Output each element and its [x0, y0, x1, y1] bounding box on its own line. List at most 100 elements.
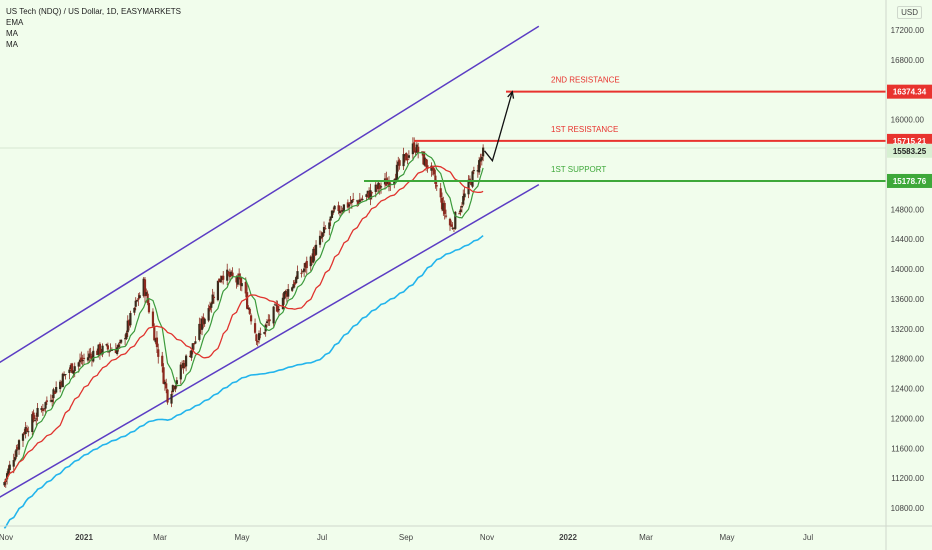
- candle-body: [16, 447, 19, 449]
- indicator-ema-label[interactable]: EMA: [6, 18, 24, 27]
- candle-body: [190, 350, 193, 358]
- candle-body: [127, 320, 131, 326]
- candle-body: [328, 222, 331, 229]
- candle-body: [202, 317, 205, 325]
- candle-body: [313, 249, 316, 256]
- candle-body: [135, 300, 139, 302]
- candle-body: [248, 308, 251, 314]
- candle-body: [476, 170, 479, 172]
- candle-body: [78, 359, 82, 363]
- candle-body: [88, 353, 91, 358]
- candle-body: [92, 350, 95, 362]
- candle-body: [444, 215, 448, 217]
- candle-body: [402, 154, 405, 167]
- candle-body: [61, 373, 64, 388]
- candle-body: [161, 355, 164, 367]
- candle-body: [398, 160, 401, 166]
- level-label-1: 2ND RESISTANCE: [551, 76, 620, 85]
- candle-body: [332, 210, 335, 213]
- candle-body: [267, 320, 270, 322]
- candle-body: [138, 295, 141, 299]
- candle-body: [304, 262, 307, 268]
- ema-line: [3, 151, 484, 483]
- candle-body: [98, 343, 102, 355]
- candle-body: [183, 363, 186, 368]
- candle-body: [338, 210, 342, 214]
- channel-lower-line: [0, 183, 540, 498]
- candle-body: [468, 178, 471, 180]
- symbol-title[interactable]: US Tech (NDQ) / US Dollar, 1D, EASYMARKE…: [6, 7, 182, 16]
- candle-body: [357, 201, 360, 204]
- candle-body: [340, 210, 343, 212]
- candle-body: [63, 374, 66, 376]
- candle-body: [478, 160, 481, 173]
- candle-body: [257, 333, 261, 341]
- candle-body: [312, 248, 315, 263]
- price-tick-label: 13200.00: [891, 325, 925, 334]
- candle-body: [211, 294, 214, 304]
- candle-body: [459, 209, 462, 213]
- price-tick-label: 12800.00: [891, 355, 925, 364]
- candle-body: [305, 260, 308, 269]
- candle-body: [349, 202, 352, 204]
- candle-body: [387, 181, 391, 187]
- candle-body: [360, 199, 363, 201]
- candle-body: [405, 152, 408, 161]
- candle-body: [394, 178, 397, 181]
- candle-body: [417, 146, 420, 153]
- indicator-ma-label[interactable]: MA: [6, 29, 18, 38]
- candle-body: [452, 227, 456, 229]
- price-tick-label: 14000.00: [891, 265, 925, 274]
- candle-body: [219, 279, 222, 282]
- price-tick-label: 16800.00: [891, 56, 925, 65]
- candle-body: [482, 147, 485, 157]
- candle-body: [350, 200, 353, 203]
- candle-body: [295, 277, 298, 283]
- level-label-2: 1ST RESISTANCE: [551, 125, 618, 134]
- candle-body: [81, 360, 84, 362]
- candle-body: [25, 428, 29, 432]
- candle-body: [263, 332, 266, 334]
- candle-body: [59, 381, 62, 390]
- currency-button[interactable]: USD: [897, 6, 922, 19]
- projection-path: [483, 91, 513, 163]
- candle-body: [246, 292, 249, 309]
- candle-body: [320, 237, 323, 239]
- candle-body: [13, 457, 17, 461]
- candle-body: [80, 357, 83, 362]
- candle-body: [434, 175, 437, 184]
- candle-body: [200, 318, 204, 330]
- candle-body: [35, 418, 38, 420]
- candle-body: [439, 188, 442, 198]
- candle-body: [366, 190, 369, 194]
- indicator-ma2-label[interactable]: MA: [6, 40, 18, 49]
- candle-body: [228, 272, 231, 278]
- time-tick-label: Jul: [803, 533, 813, 542]
- candle-body: [393, 179, 396, 185]
- candle-body: [165, 383, 168, 389]
- candle-body: [385, 178, 388, 186]
- candle-body: [147, 303, 151, 313]
- candle-body: [227, 271, 230, 274]
- candle-body: [145, 292, 148, 296]
- price-tick-label: 13600.00: [891, 295, 925, 304]
- candle-body: [126, 320, 129, 333]
- plot-area: [0, 0, 886, 526]
- candle-body: [321, 232, 324, 237]
- candle-body: [179, 364, 182, 380]
- candle-body: [395, 164, 399, 181]
- candle-body: [239, 277, 242, 286]
- candle-body: [253, 323, 257, 333]
- candle-body: [96, 350, 99, 355]
- candle-body: [64, 374, 67, 376]
- price-tick-label: 16000.00: [891, 116, 925, 125]
- candle-body: [114, 348, 117, 354]
- price-badge-1: [887, 84, 932, 99]
- candle-body: [194, 341, 197, 344]
- candle-body: [397, 161, 400, 166]
- candle-body: [153, 326, 156, 341]
- price-badge-label: 15715.21: [893, 137, 927, 146]
- candle-body: [292, 284, 295, 289]
